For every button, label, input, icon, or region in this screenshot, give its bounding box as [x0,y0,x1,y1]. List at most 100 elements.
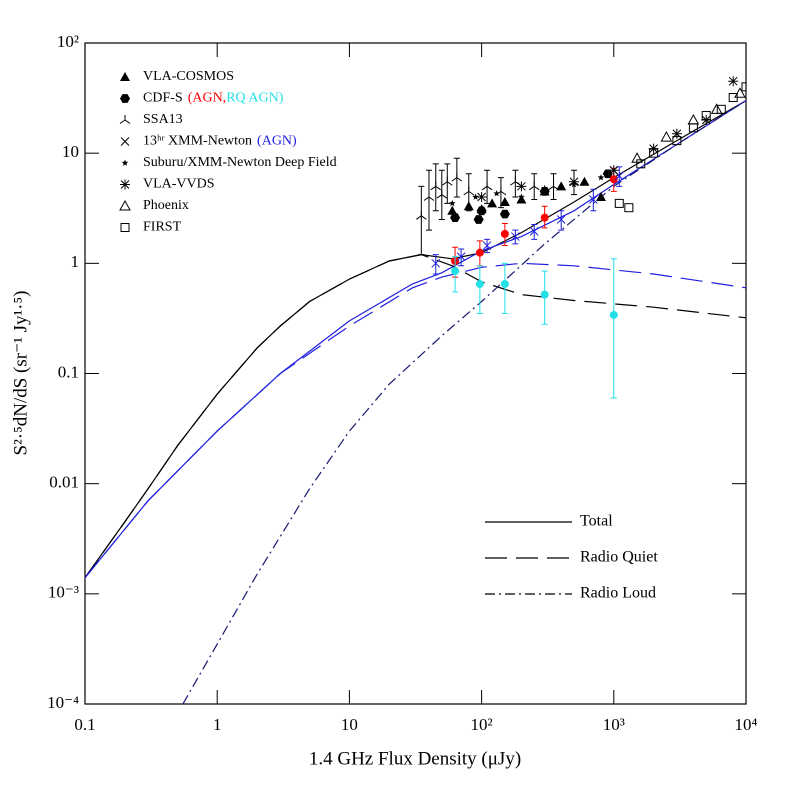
legend-label: CDF-S [143,91,183,106]
data-point [671,128,682,139]
data-point [120,179,130,190]
data-point [529,227,539,236]
data-point [473,215,484,224]
data-point [450,213,461,222]
model-curve [85,100,746,579]
error-bar [558,210,565,231]
data-point [556,215,566,224]
data-point [499,209,510,219]
data-point [556,181,567,191]
data-point [120,72,130,81]
data-point [120,94,130,103]
legend-entry: SSA13 [143,112,183,127]
model-curve [182,100,746,704]
legend-entry: Phoenix [143,198,189,213]
data-point [636,159,646,169]
data-point [728,76,739,87]
legend-label: Radio Quiet [580,549,658,566]
model-curve [85,253,746,579]
legend-note: RQ AGN) [226,91,284,106]
data-point [688,123,698,133]
x-axis-label: 1.4 GHz Flux Density (μJy) [309,748,521,769]
data-point [451,267,460,276]
data-point [476,206,487,216]
error-bar [418,185,425,256]
x-tick-label: 10² [471,715,493,734]
data-point [710,103,723,114]
data-point [649,148,659,158]
data-point [660,131,673,142]
data-point [608,165,619,176]
data-point [687,113,700,125]
error-bar [425,169,432,231]
data-point [734,87,746,98]
data-point [516,194,527,204]
legend-label: Suburu/XMM-Newton Deep Field [143,155,337,170]
data-point [481,181,493,191]
data-point [500,229,509,238]
data-point [614,198,624,208]
data-point [119,115,131,124]
data-point [539,187,550,196]
data-point [569,176,580,187]
data-point [482,241,492,250]
data-point [120,223,130,232]
error-bar [610,258,617,399]
data-point [472,193,479,200]
x-tick-label: 10⁴ [735,715,758,734]
y-tick-label: 10⁻⁴ [47,693,79,712]
error-bar [512,169,519,198]
data-point [540,213,549,222]
error-bar [432,163,439,212]
y-tick-label: 0.01 [49,473,79,492]
x-tick-label: 1 [213,715,222,734]
plot-area [85,76,746,704]
data-point [448,199,456,207]
data-point [451,172,463,182]
data-point [120,137,130,146]
y-tick-label: 1 [71,252,80,271]
data-point [119,199,131,211]
data-point [456,252,466,261]
legend-label: VLA-VVDS [143,177,215,192]
legend-label: Phoenix [143,198,189,213]
data-point [431,258,441,268]
legend-label: Total [580,513,613,530]
data-point [436,189,448,199]
data-point [609,310,618,319]
legend-label: 13ʰʳ XMM-Newton [143,134,252,149]
x-tick-label: 10 [341,715,358,734]
data-point [463,186,475,196]
data-point [121,159,129,166]
data-point [510,232,520,241]
y-tick-label: 10⁻³ [48,583,79,602]
data-point [624,203,634,213]
data-point [475,248,484,257]
data-point [423,192,435,201]
data-point [500,279,509,288]
data-point [476,192,487,203]
data-point [499,197,510,207]
error-bar [458,248,465,267]
data-point [716,104,726,114]
data-point [672,136,682,146]
model-curve [85,100,746,579]
legend-note: (AGN, [188,91,227,106]
data-point [540,290,549,299]
legend-entry: Suburu/XMM-Newton Deep Field [143,155,337,170]
data-point [518,193,525,200]
data-point [541,184,549,192]
data-point [447,205,458,215]
legend-entry: VLA-VVDS [143,177,215,192]
data-point [648,143,659,154]
legend-label: FIRST [143,220,182,235]
data-point [701,115,712,126]
error-bar [476,265,483,315]
data-point [416,210,427,220]
data-point [609,175,618,184]
error-bar [432,254,439,275]
data-point [741,82,746,92]
data-point [493,190,500,197]
legend-entry: 13ʰʳ XMM-Newton (AGN) [143,134,297,149]
